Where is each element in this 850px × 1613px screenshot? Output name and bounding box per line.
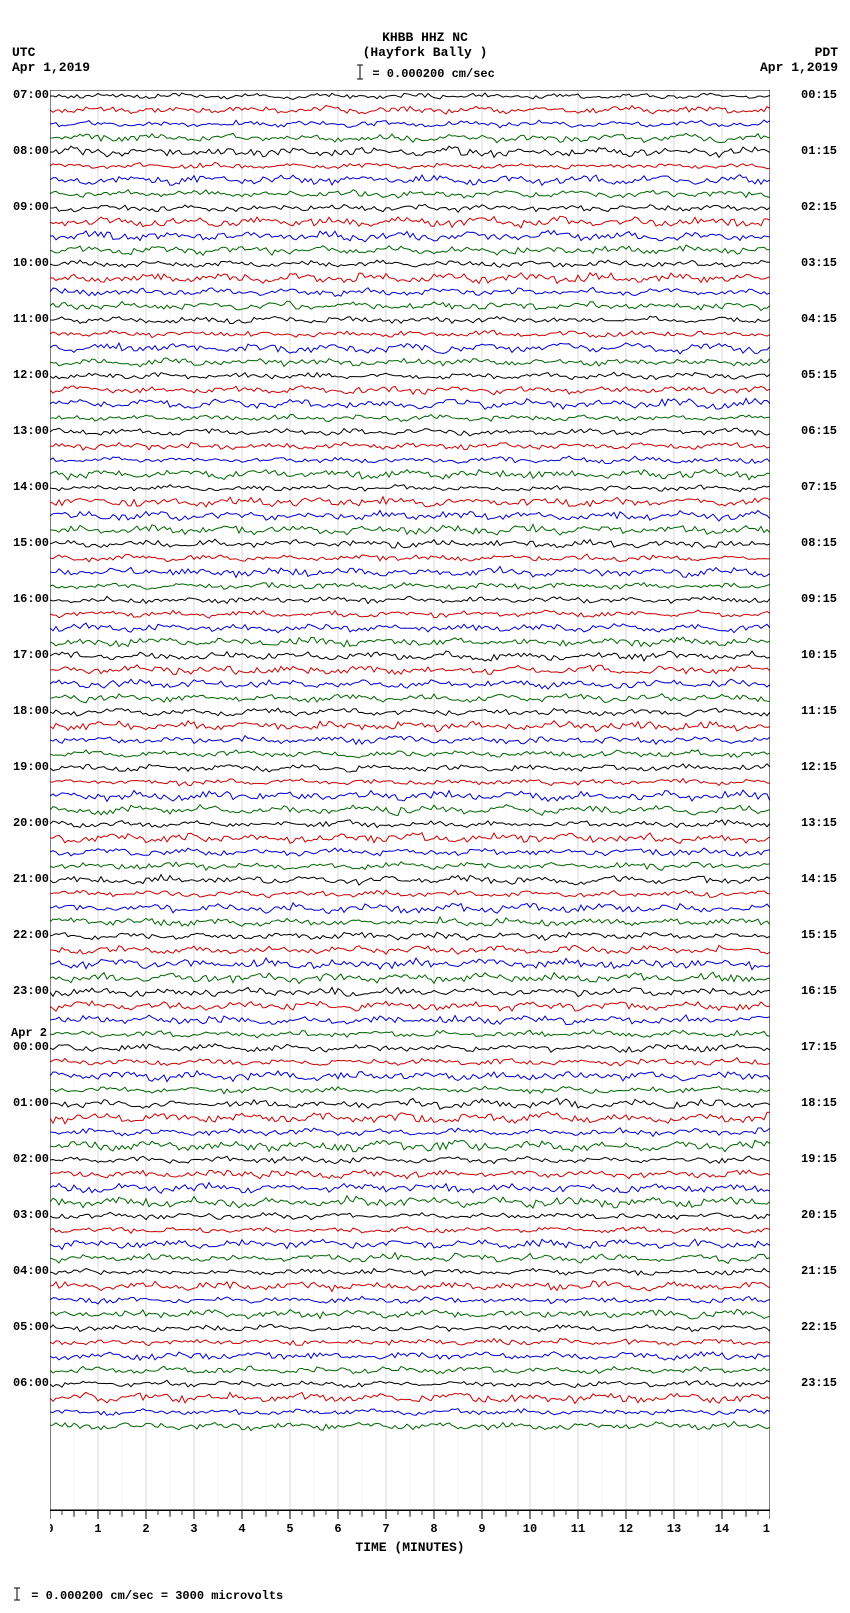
right-hour-label: 16:15 [801, 984, 841, 998]
left-hour-label: 20:00 [11, 816, 49, 830]
station-location: (Hayfork Bally ) [0, 45, 850, 60]
left-hour-label: 19:00 [11, 760, 49, 774]
right-hour-label: 05:15 [801, 368, 841, 382]
left-hour-label: 21:00 [11, 872, 49, 886]
right-hour-label: 18:15 [801, 1096, 841, 1110]
x-axis-ticks: 0123456789101112131415 [50, 1510, 770, 1540]
right-hour-label: 19:15 [801, 1152, 841, 1166]
svg-text:4: 4 [238, 1522, 245, 1536]
tz-right: PDT [815, 45, 838, 60]
left-hour-label: 13:00 [11, 424, 49, 438]
left-hour-label: 15:00 [11, 536, 49, 550]
left-hour-label: 01:00 [11, 1096, 49, 1110]
svg-text:11: 11 [571, 1522, 585, 1536]
right-hour-label: 01:15 [801, 144, 841, 158]
svg-text:5: 5 [286, 1522, 293, 1536]
svg-text:0: 0 [50, 1522, 54, 1536]
right-hour-label: 08:15 [801, 536, 841, 550]
left-hour-label: 02:00 [11, 1152, 49, 1166]
scale-bar-icon [13, 1587, 21, 1605]
right-hour-label: 04:15 [801, 312, 841, 326]
left-hour-label: 14:00 [11, 480, 49, 494]
right-hour-label: 15:15 [801, 928, 841, 942]
x-axis-label: TIME (MINUTES) [50, 1540, 770, 1555]
svg-text:10: 10 [523, 1522, 537, 1536]
right-hour-label: 03:15 [801, 256, 841, 270]
left-hour-label: 00:00 [11, 1040, 49, 1054]
right-hour-label: 23:15 [801, 1376, 841, 1390]
left-hour-label: 22:00 [11, 928, 49, 942]
right-hour-label: 00:15 [801, 88, 841, 102]
left-hour-label: 06:00 [11, 1376, 49, 1390]
tz-left: UTC [12, 45, 35, 60]
scale-text: = 0.000200 cm/sec [372, 67, 494, 81]
right-hour-label: 12:15 [801, 760, 841, 774]
seismogram-svg [50, 90, 770, 1510]
left-hour-label: 04:00 [11, 1264, 49, 1278]
right-hour-label: 13:15 [801, 816, 841, 830]
right-hour-label: 14:15 [801, 872, 841, 886]
left-hour-label: 05:00 [11, 1320, 49, 1334]
right-hour-label: 21:15 [801, 1264, 841, 1278]
left-hour-label: 08:00 [11, 144, 49, 158]
left-hour-label: 07:00 [11, 88, 49, 102]
plot-area [50, 90, 770, 1510]
left-hour-label: 11:00 [11, 312, 49, 326]
left-hour-label: 23:00 [11, 984, 49, 998]
left-hour-label: 03:00 [11, 1208, 49, 1222]
left-hour-label: 18:00 [11, 704, 49, 718]
right-hour-label: 02:15 [801, 200, 841, 214]
svg-text:8: 8 [430, 1522, 437, 1536]
left-hour-label: 17:00 [11, 648, 49, 662]
left-hour-label: 09:00 [11, 200, 49, 214]
svg-text:7: 7 [382, 1522, 389, 1536]
right-hour-label: 17:15 [801, 1040, 841, 1054]
right-hour-label: 10:15 [801, 648, 841, 662]
station-code: KHBB HHZ NC [0, 0, 850, 45]
svg-text:2: 2 [142, 1522, 149, 1536]
footer-text: = 0.000200 cm/sec = 3000 microvolts [31, 1589, 283, 1603]
x-axis: 0123456789101112131415 TIME (MINUTES) [50, 1510, 770, 1570]
right-hour-label: 06:15 [801, 424, 841, 438]
right-hour-label: 20:15 [801, 1208, 841, 1222]
svg-text:3: 3 [190, 1522, 197, 1536]
scale-bar-icon [355, 64, 365, 84]
scale-note: = 0.000200 cm/sec [0, 64, 850, 84]
svg-text:6: 6 [334, 1522, 341, 1536]
left-hour-label: 12:00 [11, 368, 49, 382]
right-hour-label: 07:15 [801, 480, 841, 494]
svg-text:12: 12 [619, 1522, 633, 1536]
footer-note: = 0.000200 cm/sec = 3000 microvolts [8, 1587, 283, 1605]
right-hour-label: 22:15 [801, 1320, 841, 1334]
svg-text:1: 1 [94, 1522, 101, 1536]
left-hour-label: 16:00 [11, 592, 49, 606]
svg-text:9: 9 [478, 1522, 485, 1536]
svg-text:13: 13 [667, 1522, 681, 1536]
right-hour-label: 11:15 [801, 704, 841, 718]
right-hour-label: 09:15 [801, 592, 841, 606]
svg-text:15: 15 [763, 1522, 770, 1536]
svg-text:14: 14 [715, 1522, 729, 1536]
left-hour-label: 10:00 [11, 256, 49, 270]
seismogram-container: UTC Apr 1,2019 PDT Apr 1,2019 KHBB HHZ N… [0, 0, 850, 1613]
midnight-day-label: Apr 2 [11, 1026, 47, 1040]
